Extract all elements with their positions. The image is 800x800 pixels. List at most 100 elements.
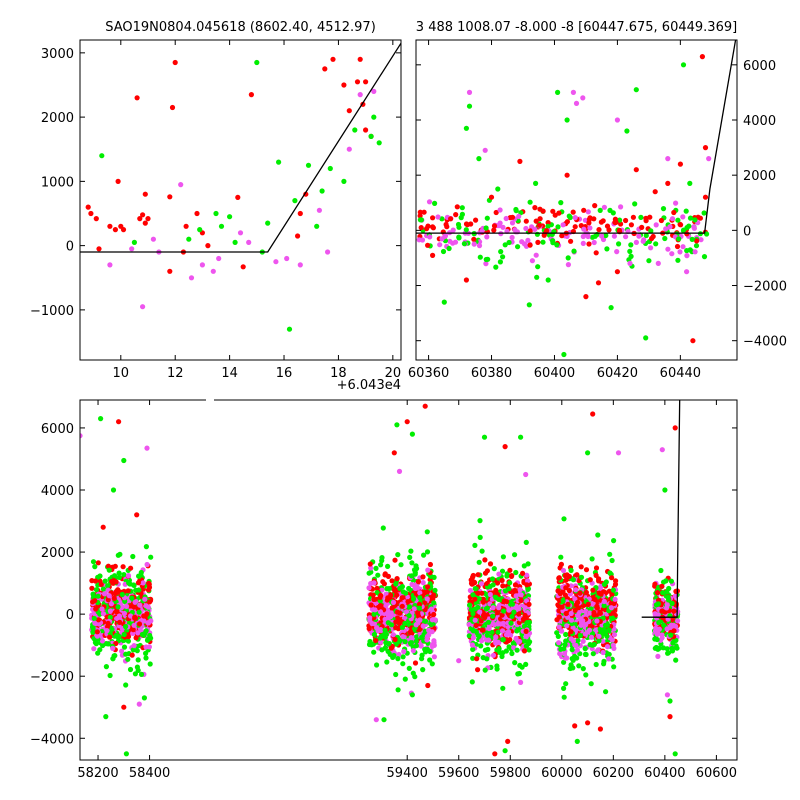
data-point: [582, 631, 589, 637]
data-point: [523, 225, 529, 232]
data-point: [378, 562, 384, 568]
data-point: [665, 246, 671, 252]
data-point: [346, 146, 352, 152]
chart-bottom: 58200 58400 59400 59600 59800 60000 60200 60400…: [30, 398, 738, 781]
data-point: [680, 244, 686, 250]
data-point: [532, 226, 538, 232]
data-point: [169, 104, 176, 111]
data-point: [470, 611, 476, 617]
data-point: [654, 636, 660, 643]
data-point: [592, 233, 598, 239]
y-tick-label: 4000: [743, 114, 776, 129]
data-point: [371, 88, 377, 94]
data-point: [470, 646, 476, 653]
data-point: [115, 178, 121, 184]
data-point: [588, 634, 595, 640]
data-point: [104, 628, 110, 634]
data-point: [442, 233, 449, 239]
data-point: [500, 554, 506, 560]
data-point: [509, 214, 516, 220]
data-point: [565, 255, 571, 261]
data-point: [432, 200, 438, 206]
data-point: [463, 227, 469, 233]
data-point: [606, 627, 612, 633]
data-point: [325, 249, 331, 255]
data-point: [550, 208, 556, 214]
data-point: [591, 641, 597, 648]
data-point: [90, 629, 96, 636]
data-point: [131, 643, 137, 649]
data-point: [473, 622, 479, 629]
data-point: [391, 450, 397, 456]
data-point: [591, 216, 597, 222]
data-point: [412, 660, 419, 666]
data-point: [593, 572, 599, 579]
data-point: [665, 650, 671, 656]
data-point: [593, 250, 599, 256]
data-point: [474, 613, 481, 619]
data-point: [490, 613, 496, 619]
data-point: [467, 587, 473, 594]
data-point: [701, 254, 708, 260]
data-point: [123, 624, 129, 630]
data-point: [103, 664, 109, 670]
data-point: [99, 153, 105, 159]
data-point: [475, 572, 481, 578]
data-point: [430, 224, 436, 230]
data-point: [676, 236, 682, 242]
data-point: [90, 559, 97, 565]
data-point: [608, 605, 615, 611]
data-point: [463, 221, 470, 227]
data-point: [148, 554, 154, 560]
chart-title: SAO19N0804.045618 (8602.40, 4512.97): [105, 20, 376, 35]
data-point: [459, 205, 465, 211]
data-point: [600, 218, 606, 224]
data-point: [379, 647, 385, 653]
data-point: [381, 631, 387, 638]
data-point: [146, 584, 153, 591]
data-point: [92, 564, 98, 570]
data-point: [136, 573, 142, 579]
data-point: [652, 189, 658, 195]
data-point: [513, 206, 519, 213]
data-point: [430, 215, 436, 221]
data-point: [572, 224, 578, 230]
data-point: [669, 645, 675, 652]
x-tick-label: 59800: [490, 766, 531, 781]
data-point: [392, 557, 398, 563]
data-point: [571, 248, 577, 254]
data-point: [580, 618, 586, 624]
data-point: [643, 335, 649, 341]
data-point: [597, 726, 604, 732]
data-point: [652, 583, 658, 589]
data-point: [479, 548, 485, 554]
data-point: [471, 241, 477, 247]
data-point: [555, 89, 561, 95]
data-point: [578, 564, 584, 570]
data-point: [575, 599, 581, 606]
data-point: [95, 617, 101, 623]
data-point: [532, 205, 538, 211]
data-point: [147, 661, 153, 667]
y-tick-label: −4000: [743, 335, 787, 350]
data-point: [648, 245, 654, 251]
data-point: [468, 221, 474, 227]
data-point: [479, 638, 485, 644]
data-point: [580, 638, 586, 644]
y-tick-label: 3000: [41, 47, 74, 62]
data-point: [116, 574, 122, 581]
data-point: [378, 639, 384, 645]
y-tick-label: −2000: [743, 280, 787, 295]
axes-frame: [415, 39, 738, 361]
data-point: [585, 720, 591, 726]
data-point: [573, 642, 579, 649]
data-point: [138, 671, 145, 678]
data-point: [409, 431, 415, 437]
data-point: [144, 445, 150, 451]
data-point: [684, 269, 690, 275]
data-point: [564, 623, 570, 629]
data-point: [505, 738, 511, 745]
data-point: [237, 230, 244, 236]
y-tick-label: 2000: [743, 169, 776, 184]
data-point: [632, 201, 638, 207]
